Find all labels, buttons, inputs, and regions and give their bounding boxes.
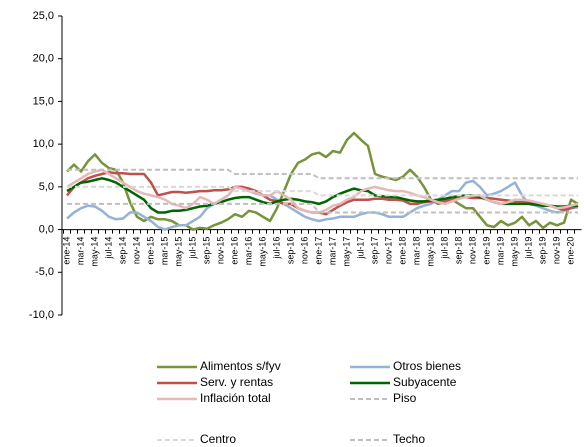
- x-tick-label: mar-19: [495, 237, 505, 266]
- y-tick-label: 25,0: [33, 10, 54, 22]
- x-tick-label: may-18: [425, 237, 435, 267]
- x-tick-label: ene-18: [397, 237, 407, 265]
- x-tick-label: mar-15: [159, 237, 169, 266]
- y-tick-label: -10,0: [29, 309, 54, 321]
- x-tick-label: jul-17: [355, 237, 365, 260]
- x-tick-label: mar-14: [75, 237, 85, 266]
- x-tick-label: sep-14: [117, 237, 127, 265]
- y-tick-label: 20,0: [33, 53, 54, 65]
- x-tick-label: mar-16: [243, 237, 253, 266]
- x-tick-label: sep-15: [201, 237, 211, 265]
- x-tick-label: ene-17: [313, 237, 323, 265]
- x-tick-label: may-16: [257, 237, 267, 267]
- x-tick-label: jul-18: [439, 237, 449, 260]
- series-line: [66, 179, 579, 231]
- x-tick-label: nov-14: [131, 237, 141, 265]
- x-tick-label: jul-14: [103, 237, 113, 260]
- series-line: [67, 168, 578, 180]
- x-tick-label: nov-18: [467, 237, 477, 265]
- x-tick-label: may-17: [341, 237, 351, 267]
- x-tick-label: sep-17: [369, 237, 379, 265]
- series-line: [66, 131, 579, 231]
- x-tick-label: sep-16: [285, 237, 295, 265]
- x-tick-label: nov-15: [215, 237, 225, 265]
- x-tick-label: jul-19: [523, 237, 533, 260]
- x-tick-label: sep-19: [537, 237, 547, 265]
- x-tick-label: ene-20: [565, 237, 575, 265]
- x-tick-label: ene-15: [145, 237, 155, 265]
- x-tick-label: mar-17: [327, 237, 337, 266]
- y-tick-label: -5,0: [35, 266, 54, 278]
- x-tick-label: nov-16: [299, 237, 309, 265]
- x-tick-label: may-15: [173, 237, 183, 267]
- legend-label: Techo: [393, 432, 425, 446]
- x-tick-label: ene-14: [61, 237, 71, 265]
- x-tick-label: ene-16: [229, 237, 239, 265]
- x-tick-label: nov-19: [551, 237, 561, 265]
- x-tick-label: jul-16: [271, 237, 281, 260]
- legend-label: Centro: [200, 432, 236, 446]
- legend-label: Subyacente: [393, 375, 457, 389]
- x-tick-label: may-14: [89, 237, 99, 267]
- series-line: [67, 185, 578, 197]
- y-tick-label: 15,0: [33, 95, 54, 107]
- x-tick-label: may-19: [509, 237, 519, 267]
- legend-label: Alimentos s/fyv: [200, 359, 281, 373]
- x-tick-label: jul-15: [187, 237, 197, 260]
- series-line: [66, 168, 579, 214]
- y-tick-label: 5,0: [39, 181, 54, 193]
- legend-label: Serv. y rentas: [200, 375, 273, 389]
- x-tick-label: nov-17: [383, 237, 393, 265]
- y-tick-label: 0,0: [39, 223, 54, 235]
- x-tick-label: ene-19: [481, 237, 491, 265]
- x-tick-label: mar-18: [411, 237, 421, 266]
- legend-label: Otros bienes: [393, 359, 461, 373]
- x-tick-label: sep-18: [453, 237, 463, 265]
- legend-label: Piso: [393, 391, 417, 405]
- legend-label: Inflación total: [200, 391, 271, 405]
- y-tick-label: 10,0: [33, 138, 54, 150]
- series-line: [67, 202, 578, 214]
